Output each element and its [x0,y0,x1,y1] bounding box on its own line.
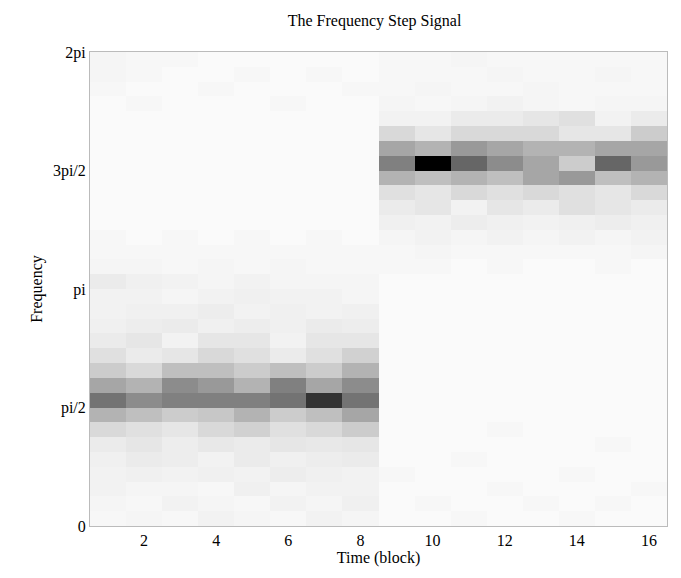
svg-text:4: 4 [212,532,220,549]
svg-text:12: 12 [497,532,513,549]
svg-text:2pi: 2pi [65,44,86,62]
svg-text:pi/2: pi/2 [61,399,86,417]
svg-text:pi: pi [73,281,86,299]
svg-text:Time (block): Time (block) [337,549,420,567]
svg-text:8: 8 [356,532,364,549]
svg-text:16: 16 [641,532,657,549]
svg-text:Frequency: Frequency [28,255,46,323]
svg-text:6: 6 [284,532,292,549]
svg-text:14: 14 [569,532,585,549]
svg-text:0: 0 [78,518,86,535]
svg-text:The Frequency Step Signal: The Frequency Step Signal [288,12,462,30]
svg-text:3pi/2: 3pi/2 [53,162,86,180]
svg-text:2: 2 [140,532,148,549]
svg-text:10: 10 [425,532,441,549]
